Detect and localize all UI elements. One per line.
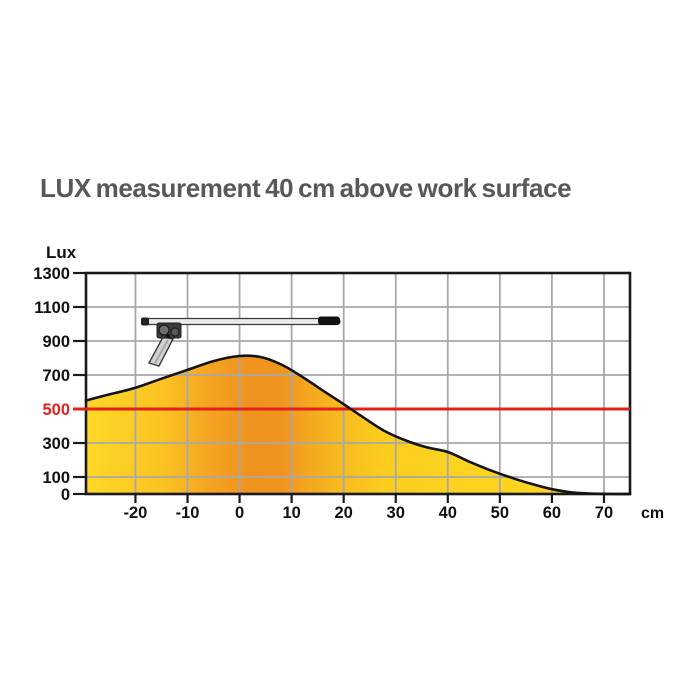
x-tick-label: 10 (282, 504, 300, 522)
x-tick-label: 60 (543, 504, 561, 522)
x-tick-label: -20 (124, 504, 148, 522)
y-tick-label-500-red: 500 (42, 401, 70, 419)
y-tick-label: 100 (42, 469, 70, 487)
lamp-arm-shading (154, 339, 169, 364)
lamp-clamp-screw (166, 334, 170, 338)
x-axis-unit-caption: cm (641, 505, 664, 522)
x-tick-label: 70 (595, 504, 613, 522)
lamp-clamp-knob-small (170, 327, 180, 337)
x-tick-label: 50 (491, 504, 509, 522)
plot-border (84, 271, 632, 496)
gridlines (86, 273, 630, 494)
y-tick-label: 700 (42, 367, 70, 385)
lux-area-fill (86, 355, 630, 495)
y-tick-label: 1100 (34, 299, 70, 317)
lux-curve (84, 354, 632, 496)
lamp-tube-left-cap (141, 317, 149, 326)
x-tick-label: 40 (439, 504, 457, 522)
lamp-tube-right-cap (318, 316, 340, 325)
y-axis-caption: Lux (46, 243, 77, 262)
y-tick-label: 900 (42, 333, 70, 351)
y-tick-label: 1300 (33, 265, 70, 283)
chart-title: LUX measurement 40 cm above work surface (40, 173, 572, 203)
x-tick-label: 20 (335, 504, 353, 522)
x-tick-label: 30 (387, 504, 405, 522)
x-tick-label: 0 (235, 504, 244, 522)
y-tick-label: 300 (42, 435, 70, 453)
x-tick-label: -10 (176, 504, 200, 522)
y-tick-label: 0 (61, 486, 70, 504)
lamp-clamp-knob (158, 324, 170, 336)
desk-lamp-illustration (141, 316, 341, 367)
